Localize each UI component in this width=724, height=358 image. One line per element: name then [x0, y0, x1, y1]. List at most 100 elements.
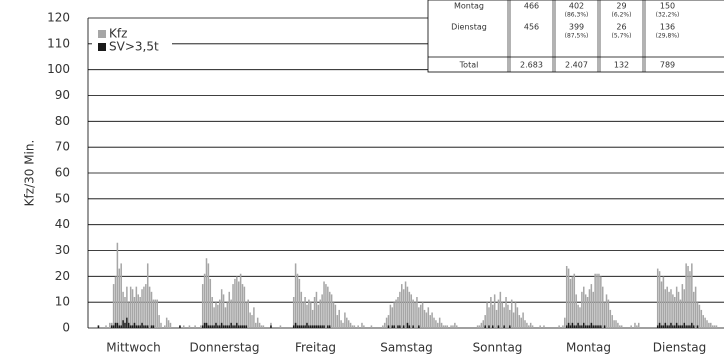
bar: [224, 325, 227, 328]
bar: [514, 302, 517, 328]
bar: [152, 325, 155, 328]
bar: [406, 322, 409, 328]
bar: [112, 284, 115, 328]
bar: [592, 325, 595, 328]
bar: [236, 276, 238, 328]
bar: [507, 304, 509, 328]
bar: [158, 315, 160, 328]
bar: [330, 294, 333, 328]
bar: [150, 325, 153, 328]
bar: [194, 325, 196, 328]
bar: [294, 263, 297, 328]
bar: [600, 276, 602, 328]
bar: [571, 276, 574, 328]
bar: [239, 325, 242, 328]
bar: [402, 325, 405, 328]
bar: [344, 312, 346, 328]
bar: [230, 322, 232, 328]
bar: [571, 322, 574, 328]
bar: [145, 325, 147, 328]
bar: [313, 325, 316, 328]
bar: [260, 325, 263, 328]
bar: [253, 307, 255, 328]
bar: [222, 294, 225, 328]
bar: [579, 307, 581, 328]
bar: [217, 304, 219, 328]
bar: [292, 297, 295, 328]
bar: [418, 307, 420, 328]
bar: [662, 325, 665, 328]
bar: [323, 325, 325, 328]
bar: [164, 325, 166, 328]
bar: [317, 325, 320, 328]
bar: [505, 297, 507, 328]
bar: [332, 302, 335, 328]
x-tick-label: Mittwoch: [106, 341, 160, 355]
bar: [484, 325, 486, 328]
bar: [600, 325, 602, 328]
bar: [713, 325, 716, 328]
bar: [702, 315, 704, 328]
bar: [440, 322, 443, 328]
bar: [160, 322, 162, 328]
bar: [385, 317, 388, 328]
bar: [672, 325, 674, 328]
bar: [302, 302, 304, 328]
bar: [478, 325, 481, 328]
bar: [169, 322, 172, 328]
bar: [182, 325, 185, 328]
bar: [256, 317, 259, 328]
bar: [522, 312, 524, 328]
bar: [245, 325, 248, 328]
bar: [520, 317, 522, 328]
y-tick-label: 10: [55, 295, 70, 309]
y-tick-label: 80: [55, 114, 70, 128]
bar: [145, 284, 147, 328]
bar: [205, 258, 208, 328]
bar: [454, 322, 456, 328]
bar: [509, 325, 511, 328]
bar: [689, 325, 691, 328]
bar: [401, 284, 403, 328]
bar: [349, 322, 352, 328]
bar: [241, 284, 244, 328]
bar: [573, 325, 576, 328]
bar: [435, 320, 437, 328]
bar: [509, 309, 511, 328]
x-tick-label: Sonntag: [473, 341, 523, 355]
bar: [437, 322, 439, 328]
bar: [592, 291, 595, 328]
bar: [139, 325, 141, 328]
x-tick-label: Donnerstag: [189, 341, 259, 355]
bar: [319, 325, 322, 328]
y-tick-label: 70: [55, 140, 70, 154]
bar: [209, 278, 212, 328]
bar: [660, 281, 663, 328]
bar: [317, 304, 320, 328]
bar: [583, 286, 585, 328]
bar: [510, 299, 513, 328]
bar: [588, 289, 591, 328]
bar: [213, 307, 215, 328]
table-cell: 26: [616, 23, 626, 32]
bar: [306, 322, 308, 328]
bar: [126, 317, 128, 328]
bar: [321, 325, 323, 328]
bar: [601, 286, 604, 328]
bar: [603, 302, 606, 328]
bar: [239, 273, 242, 328]
bar: [679, 299, 682, 328]
bar: [351, 325, 354, 328]
bar: [220, 289, 223, 328]
bar: [476, 325, 479, 328]
bar: [683, 289, 686, 328]
legend-swatch: [98, 43, 106, 51]
bar: [531, 325, 534, 328]
bar: [122, 291, 124, 328]
bar: [528, 325, 530, 328]
bar: [677, 325, 680, 328]
bar: [562, 325, 564, 328]
bar: [226, 325, 229, 328]
bar: [298, 278, 301, 328]
